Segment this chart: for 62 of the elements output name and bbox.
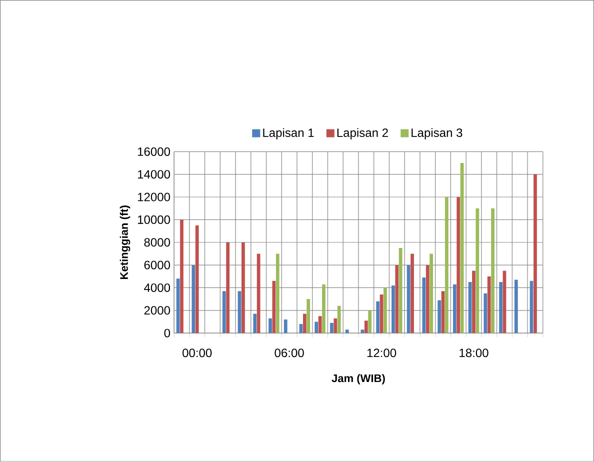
bar (195, 226, 199, 334)
bar (226, 242, 230, 334)
bar (268, 318, 272, 334)
bar (314, 322, 318, 334)
bar (406, 265, 410, 334)
bar (256, 254, 260, 334)
bar (438, 300, 442, 334)
bar (484, 294, 488, 334)
y-tick-label: 4000 (144, 284, 170, 292)
bar (306, 299, 310, 334)
legend-label: Lapisan 1 (263, 128, 314, 140)
bar (456, 197, 460, 334)
y-axis-title: Ketinggian (ft) (120, 206, 130, 280)
bar (453, 284, 456, 334)
bar (322, 284, 326, 334)
bar (192, 265, 196, 334)
bar (384, 288, 387, 334)
legend-label: Lapisan 2 (337, 128, 388, 140)
bar (337, 306, 341, 334)
y-tick-label: 10000 (138, 216, 170, 224)
y-tick-label: 6000 (144, 260, 170, 270)
x-tick-label: 18:00 (460, 348, 488, 358)
x-tick-label: 12:00 (367, 348, 396, 358)
bar (368, 310, 372, 334)
bar (395, 265, 399, 334)
bar (242, 242, 245, 334)
x-axis-title: Jam (WIB) (332, 374, 385, 384)
x-tick-label: 00:00 (182, 348, 212, 358)
bar (514, 280, 518, 334)
bar (445, 197, 448, 334)
bar (491, 208, 494, 334)
bar (302, 314, 306, 334)
bar (430, 254, 434, 334)
bar (534, 174, 537, 334)
y-tick-label: 16000 (138, 148, 170, 156)
bar (180, 220, 184, 334)
bar (376, 301, 380, 334)
bar (499, 282, 502, 334)
bar (334, 318, 338, 334)
bar (472, 270, 476, 334)
bar (330, 323, 334, 334)
y-tick-label: 12000 (138, 192, 170, 202)
bar (276, 254, 280, 334)
bar (410, 254, 414, 334)
bar (487, 276, 491, 334)
bar (345, 330, 349, 334)
legend-label: Lapisan 3 (412, 128, 462, 140)
bar (360, 330, 364, 334)
y-tick-label: 14000 (138, 170, 170, 179)
bar (398, 248, 402, 334)
bar (364, 320, 368, 334)
bar (392, 286, 395, 334)
bar (284, 320, 288, 334)
bar (222, 291, 226, 334)
bar (460, 163, 464, 334)
x-tick-label: 06:00 (274, 348, 304, 358)
y-tick-label: 8000 (144, 238, 170, 247)
y-tick-label: 2000 (144, 306, 170, 315)
y-tick-label: 0 (164, 328, 170, 338)
bar (253, 314, 257, 334)
bar (476, 208, 480, 334)
bar (426, 265, 430, 334)
